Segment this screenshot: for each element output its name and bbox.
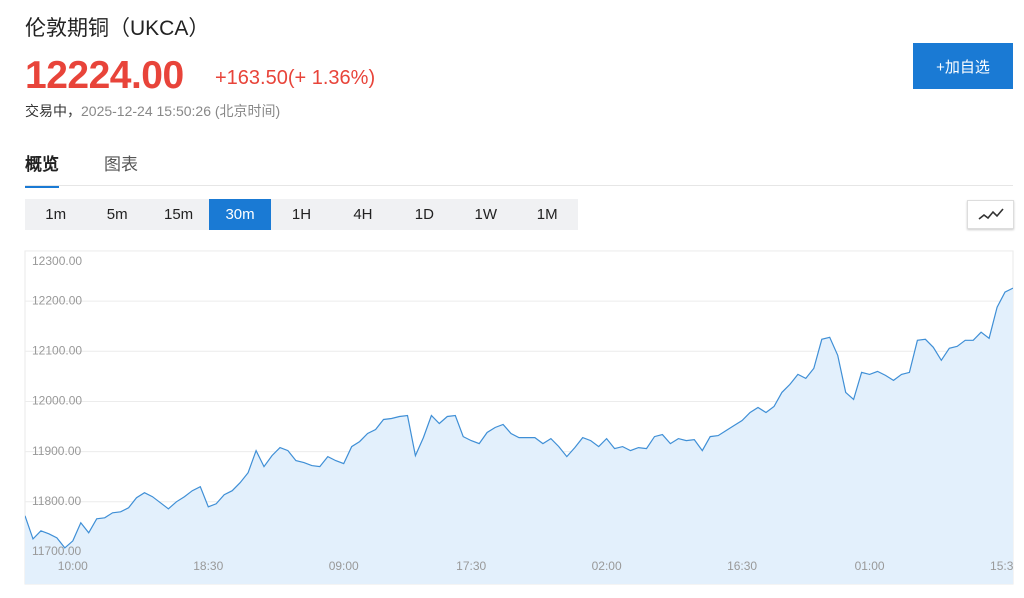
add-watchlist-button[interactable]: +加自选: [913, 43, 1013, 89]
x-tick-label: 17:30: [456, 559, 486, 573]
plot: [25, 251, 1013, 584]
x-tick-label: 16:30: [727, 559, 757, 573]
x-tick-label: 18:30: [193, 559, 223, 573]
interval-button[interactable]: 1W: [474, 206, 498, 223]
chart-type-icon: [978, 208, 1004, 220]
y-tick-label: 12000.00: [32, 394, 82, 408]
y-tick-label: 12200.00: [32, 293, 82, 307]
interval-button[interactable]: 1M: [536, 206, 558, 223]
title: 伦敦期铜（UKCA）: [25, 17, 210, 40]
tab[interactable]: 图表: [104, 155, 138, 174]
x-tick-label: 15:30: [990, 559, 1020, 573]
change: +163.50(+ 1.36%): [215, 67, 375, 90]
interval-button[interactable]: 5m: [106, 206, 128, 223]
timestamp: 2025-12-24 15:50:26 (北京时间): [81, 103, 281, 119]
x-tick-label: 09:00: [329, 559, 359, 573]
interval-button[interactable]: 4H: [353, 206, 373, 223]
status: 交易中，2025-12-24 15:50:26 (北京时间): [25, 101, 280, 121]
interval-bar: 1m 5m 15m 30m 1H 4H 1D 1W 1M: [25, 199, 578, 230]
interval-button[interactable]: 1m: [45, 206, 67, 223]
y-tick-label: 12300.00: [32, 254, 82, 268]
interval-button[interactable]: 30m: [209, 199, 271, 230]
tabs: 概览 图表: [25, 150, 138, 188]
y-tick-label: 11700.00: [32, 544, 81, 558]
y-tick-label: 12100.00: [32, 343, 82, 357]
separator: [25, 185, 1013, 186]
x-tick-label: 10:00: [58, 559, 88, 573]
area: [25, 288, 1013, 584]
chart-type-button[interactable]: [967, 200, 1014, 229]
status-text: 交易中，: [25, 103, 81, 119]
price: 12224.00: [25, 54, 184, 97]
x-tick-label: 01:00: [855, 559, 885, 573]
y-tick-label: 11800.00: [32, 494, 81, 508]
line: [25, 287, 1013, 549]
interval-button[interactable]: 1H: [291, 206, 312, 223]
y-tick-label: 11900.00: [32, 444, 81, 458]
change-value: +163.50: [215, 67, 288, 89]
change-pct: (+ 1.36%): [287, 67, 376, 89]
interval-button[interactable]: 1D: [414, 206, 434, 223]
x-tick-label: 02:00: [592, 559, 622, 573]
tab[interactable]: 概览: [25, 150, 59, 188]
interval-button[interactable]: 15m: [164, 206, 194, 223]
